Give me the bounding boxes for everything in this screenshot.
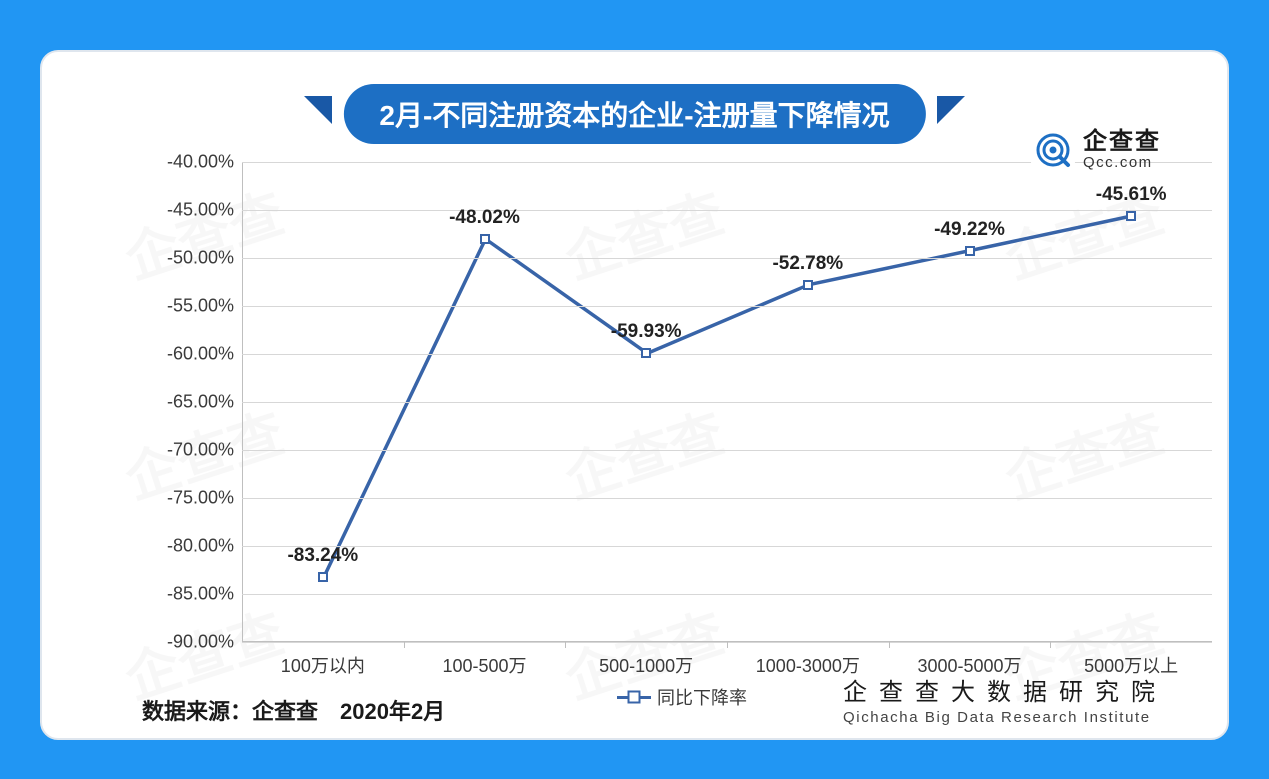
legend-marker-icon [617, 696, 651, 699]
data-label: -52.78% [772, 253, 843, 275]
gridline [242, 450, 1212, 451]
legend-label: 同比下降率 [657, 684, 747, 710]
data-label: -48.02% [449, 207, 520, 229]
gridline [242, 546, 1212, 547]
gridline [242, 354, 1212, 355]
data-marker [318, 572, 328, 582]
data-marker [480, 234, 490, 244]
brand-name-en: Qcc.com [1083, 155, 1161, 172]
institute-zh: 企查查大数据研究院 [843, 672, 1167, 707]
y-axis-tick-label: -80.00% [167, 536, 234, 557]
qcc-logo-icon [1031, 128, 1075, 172]
y-axis-tick-label: -60.00% [167, 344, 234, 365]
gridline [242, 306, 1212, 307]
legend: 同比下降率 [617, 684, 747, 710]
y-axis-tick-label: -55.00% [167, 296, 234, 317]
data-marker [1126, 211, 1136, 221]
x-axis-tick-label: 500-1000万 [599, 652, 693, 678]
data-label: -49.22% [934, 219, 1005, 241]
title-decor-right [937, 96, 965, 124]
gridline [242, 402, 1212, 403]
y-axis-tick-label: -85.00% [167, 584, 234, 605]
chart-area: 同比下降率 -40.00%-45.00%-50.00%-55.00%-60.00… [152, 162, 1212, 692]
chart-card: 2月-不同注册资本的企业-注册量下降情况 企查查 Qcc.com 企查查 企查查… [40, 50, 1229, 740]
x-axis-tick [1050, 642, 1051, 648]
x-axis-tick [565, 642, 566, 648]
gridline [242, 594, 1212, 595]
gridline [242, 258, 1212, 259]
chart-title: 2月-不同注册资本的企业-注册量下降情况 [343, 84, 925, 144]
data-source: 数据来源：企查查 2020年2月 [142, 694, 445, 726]
institute-en: Qichacha Big Data Research Institute [843, 709, 1167, 726]
data-marker [965, 246, 975, 256]
data-label: -45.61% [1096, 184, 1167, 206]
gridline [242, 210, 1212, 211]
y-axis-tick-label: -50.00% [167, 248, 234, 269]
x-axis-tick [404, 642, 405, 648]
data-marker [803, 280, 813, 290]
brand-name-zh: 企查查 [1083, 129, 1161, 155]
y-axis-tick-label: -70.00% [167, 440, 234, 461]
y-axis-tick-label: -45.00% [167, 200, 234, 221]
y-axis-tick-label: -75.00% [167, 488, 234, 509]
data-marker [641, 348, 651, 358]
x-axis-tick [889, 642, 890, 648]
y-axis-tick-label: -65.00% [167, 392, 234, 413]
x-axis-tick-label: 100-500万 [442, 652, 526, 678]
data-label: -59.93% [611, 321, 682, 343]
y-axis-tick-label: -40.00% [167, 152, 234, 173]
x-axis-tick [727, 642, 728, 648]
gridline [242, 498, 1212, 499]
title-decor-left [304, 96, 332, 124]
institute: 企查查大数据研究院 Qichacha Big Data Research Ins… [843, 672, 1167, 726]
x-axis-tick-label: 100万以内 [281, 652, 365, 678]
brand-logo: 企查查 Qcc.com [1031, 128, 1161, 172]
data-label: -83.24% [287, 545, 358, 567]
y-axis-tick-label: -90.00% [167, 632, 234, 653]
